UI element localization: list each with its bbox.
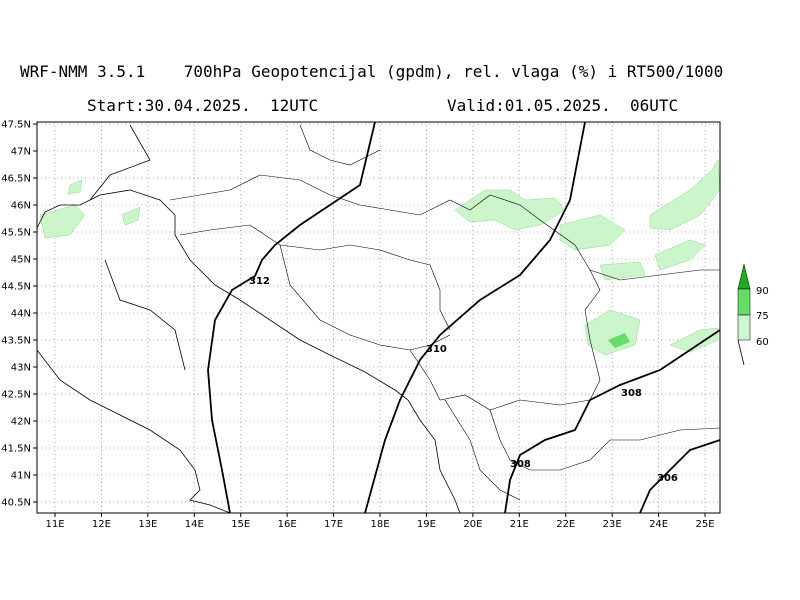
humidity-area	[121, 206, 141, 226]
contour-line	[639, 439, 721, 514]
humidity-area	[559, 214, 626, 251]
lon-label: 25E	[695, 519, 714, 530]
lon-label: 18E	[370, 519, 389, 530]
lon-label: 22E	[556, 519, 575, 530]
valid-time: Valid:01.05.2025. 06UTC	[447, 96, 678, 115]
contour-line	[207, 121, 376, 514]
lat-label: 47N	[11, 147, 31, 158]
coastline	[36, 349, 231, 514]
contour-label: 308	[621, 388, 642, 399]
lon-label: 16E	[278, 519, 297, 530]
contour-line	[364, 121, 586, 514]
lon-label: 21E	[510, 519, 529, 530]
border	[169, 174, 541, 221]
legend-box	[737, 314, 751, 341]
lat-label: 40.5N	[1, 498, 31, 509]
legend-label: 75	[756, 311, 769, 322]
contours	[207, 121, 721, 514]
title: WRF-NMM 3.5.1 700hPa Geopotencijal (gpdm…	[20, 62, 723, 81]
legend-tail	[737, 339, 745, 366]
border	[539, 219, 720, 281]
border	[489, 269, 601, 411]
lat-label: 41N	[11, 471, 31, 482]
lat-label: 41.5N	[1, 444, 31, 455]
lat-label: 42.5N	[1, 390, 31, 401]
humidity-area	[608, 333, 630, 348]
coastline	[89, 124, 151, 201]
coastline	[104, 259, 186, 371]
border	[179, 224, 451, 331]
lon-label: 24E	[649, 519, 668, 530]
lat-label: 43N	[11, 363, 31, 374]
lon-label: 11E	[45, 519, 64, 530]
legend-cap	[737, 263, 751, 290]
humidity-area	[39, 204, 86, 239]
humidity-area	[599, 261, 646, 281]
start-time: Start:30.04.2025. 12UTC	[87, 96, 318, 115]
border	[279, 244, 451, 351]
borders	[169, 124, 721, 501]
border	[409, 349, 721, 471]
lon-label: 17E	[324, 519, 343, 530]
lat-label: 44.5N	[1, 282, 31, 293]
contour-label: 312	[249, 276, 270, 287]
lon-label: 12E	[92, 519, 111, 530]
lon-label: 19E	[417, 519, 436, 530]
lon-label: 23E	[603, 519, 622, 530]
lon-label: 15E	[231, 519, 250, 530]
contour-label: 308	[510, 459, 531, 470]
coastline	[36, 189, 461, 514]
legend-box	[737, 288, 751, 316]
lat-label: 45N	[11, 255, 31, 266]
border	[444, 399, 521, 501]
humidity-area	[584, 309, 641, 356]
contour-label: 310	[426, 344, 447, 355]
humidity-area	[654, 239, 706, 271]
lon-label: 14E	[185, 519, 204, 530]
border	[299, 124, 381, 166]
humidity-area	[649, 159, 721, 231]
humidity-area	[67, 179, 83, 195]
legend: 90 75 60	[737, 263, 769, 366]
lat-label: 45.5N	[1, 228, 31, 239]
lon-label: 20E	[463, 519, 482, 530]
coastlines	[36, 124, 461, 514]
lat-label: 47.5N	[1, 120, 31, 131]
lat-label: 44N	[11, 309, 31, 320]
lat-label: 46.5N	[1, 174, 31, 185]
lat-label: 42N	[11, 417, 31, 428]
legend-label: 60	[756, 337, 769, 348]
lat-label: 43.5N	[1, 336, 31, 347]
contour-label: 306	[657, 473, 678, 484]
lon-label: 13E	[138, 519, 157, 530]
humidity-area	[669, 327, 719, 353]
lat-label: 46N	[11, 201, 31, 212]
humidity-area	[454, 189, 566, 231]
legend-label: 90	[756, 286, 769, 297]
map-frame	[36, 121, 721, 514]
humidity-areas	[39, 159, 721, 356]
contour-line	[504, 329, 721, 514]
